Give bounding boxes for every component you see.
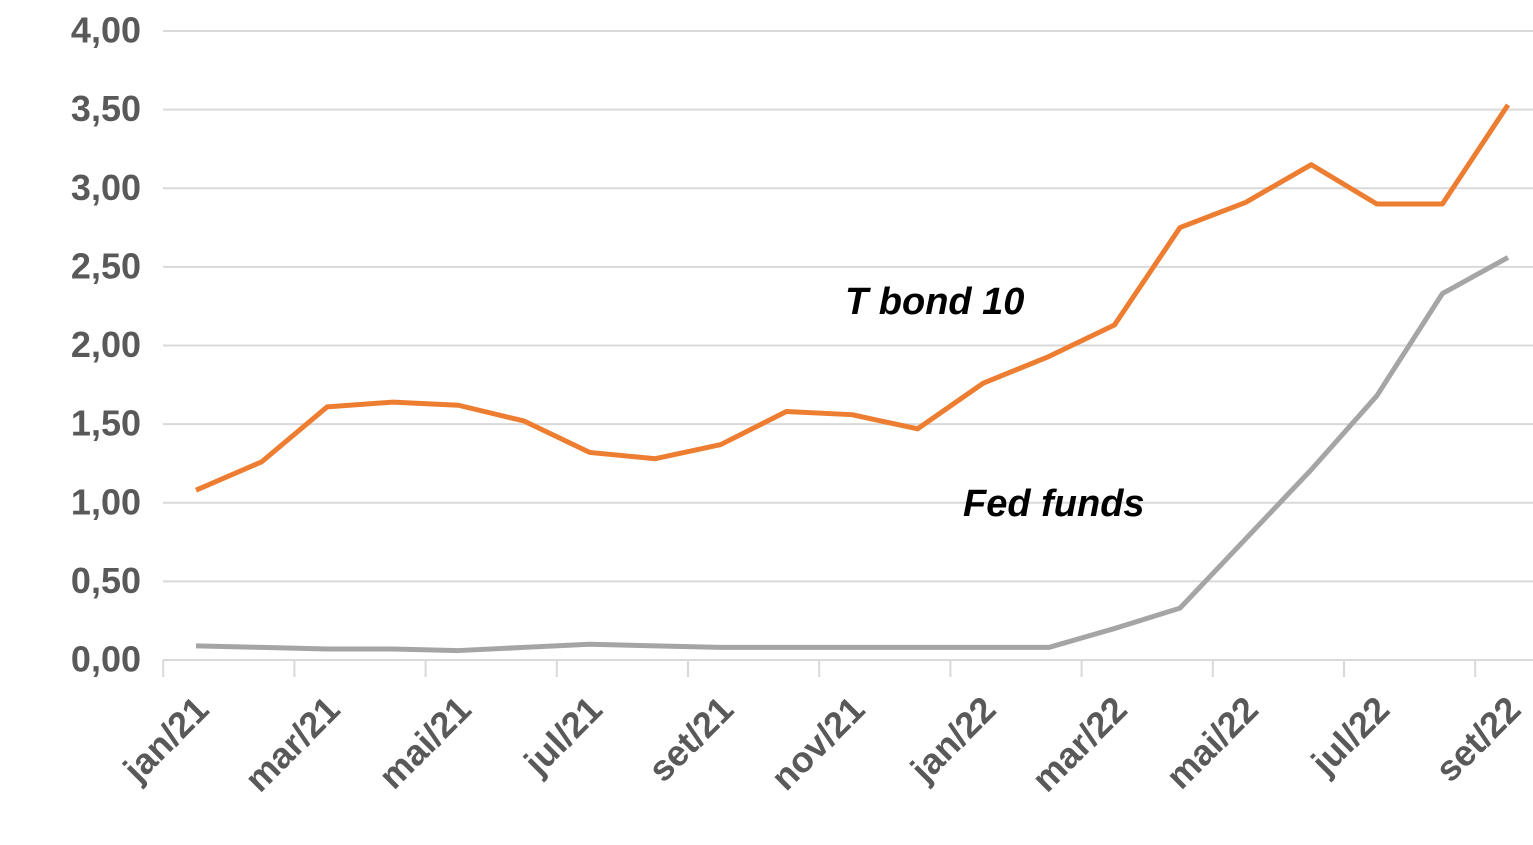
y-tick-label: 1,50 [71,403,141,444]
series-line [195,103,1511,493]
x-tick-label: nov/21 [763,688,873,798]
y-tick-label: 2,50 [71,245,141,286]
x-tick-label: jul/22 [1302,688,1397,783]
x-tick-label: jan/22 [902,688,1004,790]
y-tick-label: 4,00 [71,10,141,51]
x-tick-label: jan/21 [115,688,217,790]
x-tick-label: mai/22 [1158,688,1266,796]
x-tick-label: mai/21 [371,688,479,796]
x-tick-label: set/21 [640,688,741,789]
y-tick-label: 2,00 [71,324,141,365]
y-tick-label: 0,00 [71,639,141,680]
series-annotation: T bond 10 [845,281,1024,323]
x-tick-label: mar/21 [237,688,348,799]
x-tick-label: jul/21 [515,688,610,783]
x-tick-label: mar/22 [1024,688,1135,799]
series-annotation: Fed funds [963,483,1145,525]
series-line [195,255,1510,654]
y-tick-label: 3,50 [71,88,141,129]
x-tick-label: set/22 [1427,688,1528,789]
y-tick-label: 0,50 [71,560,141,601]
y-tick-label: 3,00 [71,167,141,208]
y-tick-label: 1,00 [71,481,141,522]
